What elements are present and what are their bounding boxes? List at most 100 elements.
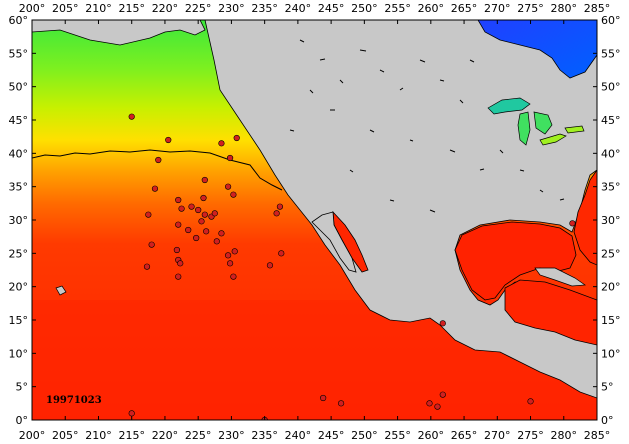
lat-tick-label-left: 25° <box>9 247 29 260</box>
inland-water-features <box>289 39 565 213</box>
lake-erie <box>539 133 567 146</box>
buoy-marker <box>198 218 205 225</box>
buoy-marker <box>143 263 151 270</box>
lon-tick-label-bottom: 220° <box>152 429 179 442</box>
lat-tick-label-right: 15° <box>601 314 621 327</box>
lat-tick-label-right: 60° <box>601 14 621 27</box>
buoy-marker <box>155 156 162 164</box>
lon-tick-label-top: 235° <box>251 2 278 15</box>
buoy-marker <box>439 391 446 398</box>
lon-tick-label-top: 280° <box>551 2 578 15</box>
lat-tick-label-right: 20° <box>601 281 621 294</box>
buoy-marker <box>203 228 210 235</box>
lon-tick-label-bottom: 275° <box>517 429 544 442</box>
lat-tick-label-left: 10° <box>9 347 29 360</box>
lon-tick-label-bottom: 200° <box>19 429 46 442</box>
buoy-marker <box>337 400 345 407</box>
buoy-marker <box>278 250 285 257</box>
buoy-marker <box>177 260 184 267</box>
buoy-markers <box>128 113 576 420</box>
lon-tick-label-bottom: 285° <box>584 429 611 442</box>
buoy-marker <box>175 273 182 280</box>
atlantic-ocean <box>573 169 597 266</box>
buoy-marker <box>165 136 172 144</box>
buoy-marker <box>195 206 202 214</box>
lon-tick-label-top: 265° <box>451 2 478 15</box>
lon-tick-label-bottom: 260° <box>418 429 445 442</box>
lon-tick-label-top: 250° <box>351 2 378 15</box>
buoy-marker <box>276 203 284 210</box>
lake-superior <box>487 97 531 115</box>
hudson-bay <box>477 20 597 79</box>
lon-tick-label-top: 205° <box>52 2 79 15</box>
lon-tick-label-top: 245° <box>318 2 345 15</box>
lon-tick-label-top: 230° <box>218 2 245 15</box>
buoy-marker <box>434 403 441 410</box>
lon-tick-label-bottom: 265° <box>451 429 478 442</box>
buoy-marker <box>266 262 274 269</box>
buoy-marker <box>320 394 327 402</box>
lon-tick-label-bottom: 250° <box>351 429 378 442</box>
buoy-marker <box>178 205 185 212</box>
lat-tick-label-right: 40° <box>601 147 621 160</box>
lat-tick-label-right: 35° <box>601 181 621 194</box>
gulf-of-mexico <box>454 221 577 301</box>
lon-tick-label-bottom: 210° <box>85 429 112 442</box>
lon-tick-label-bottom: 215° <box>118 429 145 442</box>
lat-tick-label-left: 20° <box>9 281 29 294</box>
lon-tick-label-top: 200° <box>19 2 46 15</box>
lon-tick-label-bottom: 270° <box>484 429 511 442</box>
buoy-marker <box>224 252 232 259</box>
lon-tick-label-top: 270° <box>484 2 511 15</box>
thermal-front-line <box>32 149 283 191</box>
lon-tick-label-bottom: 230° <box>218 429 245 442</box>
hawaii <box>55 285 67 296</box>
lon-tick-label-top: 220° <box>152 2 179 15</box>
buoy-marker <box>201 176 208 184</box>
lake-ontario <box>564 125 585 134</box>
caribbean-sea <box>504 279 597 346</box>
buoy-marker <box>188 203 195 210</box>
buoy-marker <box>151 185 159 192</box>
buoy-marker <box>233 134 240 142</box>
buoy-marker <box>231 248 238 255</box>
lon-tick-label-top: 210° <box>85 2 112 15</box>
buoy-marker <box>226 260 234 267</box>
lon-tick-label-top: 260° <box>418 2 445 15</box>
buoy-marker <box>230 191 237 198</box>
lon-tick-label-bottom: 280° <box>551 429 578 442</box>
buoy-marker <box>439 320 446 327</box>
lat-tick-label-right: 50° <box>601 81 621 94</box>
lat-tick-label-left: 15° <box>9 314 29 327</box>
buoy-marker <box>128 410 135 417</box>
buoy-marker <box>200 194 207 202</box>
buoy-marker <box>569 220 576 227</box>
buoy-marker <box>128 113 135 120</box>
map-plot-area <box>32 20 597 420</box>
lat-tick-label-right: 25° <box>601 247 621 260</box>
lat-tick-label-left: 50° <box>9 81 29 94</box>
cuba <box>534 267 587 287</box>
lat-tick-label-right: 30° <box>601 214 621 227</box>
lat-tick-label-right: 45° <box>601 114 621 127</box>
map-axes: 200° 200° 205° 205° 210° 210° 215° 215° 220° 220°… <box>9 2 621 442</box>
buoy-marker <box>185 226 192 234</box>
lat-tick-label-right: 5° <box>601 381 614 394</box>
lon-tick-label-top: 240° <box>285 2 312 15</box>
lat-tick-label-left: 45° <box>9 114 29 127</box>
buoy-marker <box>224 183 232 190</box>
buoy-marker <box>211 210 218 217</box>
buoy-marker <box>527 398 534 405</box>
buoy-marker <box>173 246 181 254</box>
lon-tick-label-top: 255° <box>384 2 411 15</box>
north-america-land <box>204 20 597 399</box>
buoy-marker <box>213 238 220 245</box>
lon-tick-label-bottom: 235° <box>251 429 278 442</box>
buoy-marker <box>193 234 200 242</box>
lake-huron <box>533 111 553 135</box>
lat-tick-label-right: 55° <box>601 47 621 60</box>
lake-michigan <box>517 111 531 146</box>
lat-tick-label-left: 0° <box>16 414 29 427</box>
lon-tick-label-top: 285° <box>584 2 611 15</box>
